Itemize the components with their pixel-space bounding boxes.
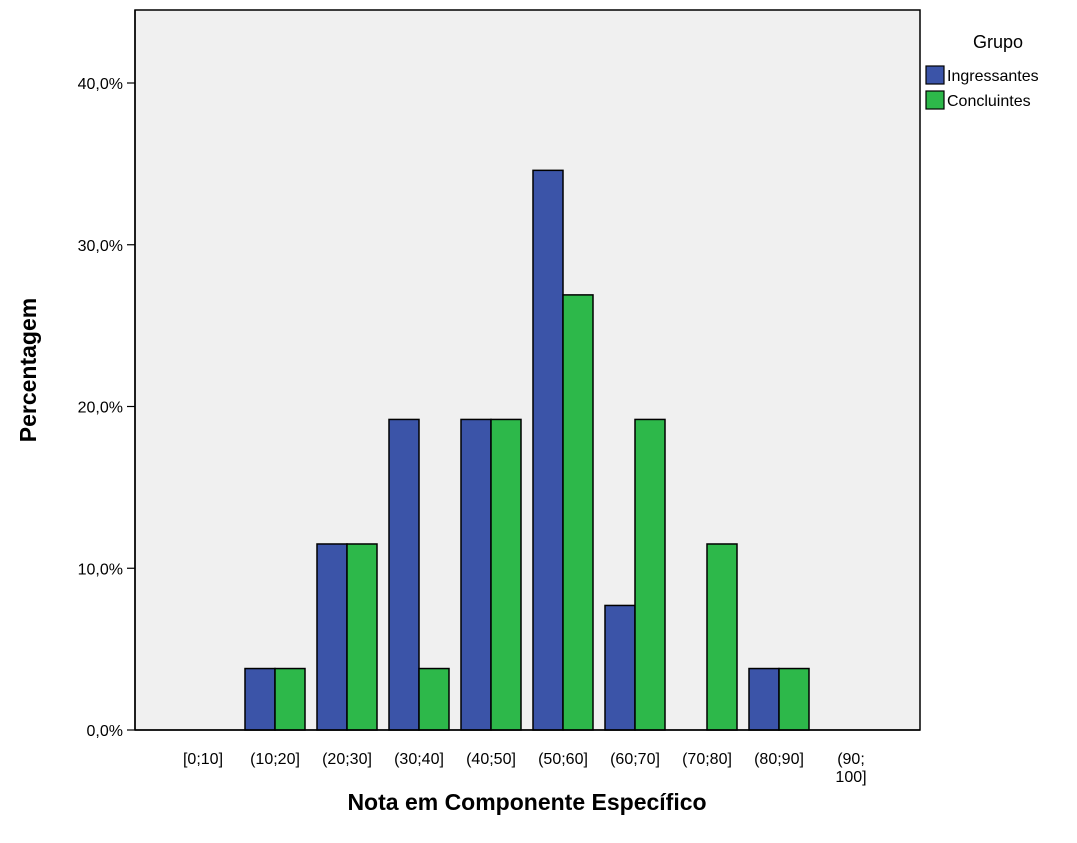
y-axis-title: Percentagem bbox=[15, 298, 41, 442]
y-axis-ticks: 0,0% 10,0% 20,0% 30,0% 40,0% bbox=[78, 76, 135, 740]
x-tick-label: (80;90] bbox=[754, 751, 804, 768]
bar-concluintes-1 bbox=[274, 667, 306, 731]
x-tick-label: (10;20] bbox=[250, 751, 300, 768]
x-tick-label: (20;30] bbox=[322, 751, 372, 768]
x-tick-label: (70;80] bbox=[682, 751, 732, 768]
y-tick-label: 30,0% bbox=[78, 238, 123, 255]
legend-swatch-ingressantes bbox=[925, 65, 945, 85]
legend-title: Grupo bbox=[973, 32, 1023, 52]
y-tick-label: 20,0% bbox=[78, 400, 123, 417]
y-tick-label: 0,0% bbox=[87, 723, 123, 740]
legend-swatch-concluintes bbox=[925, 90, 945, 110]
legend-label-ingressantes: Ingressantes bbox=[947, 68, 1039, 85]
x-axis-title: Nota em Componente Específico bbox=[347, 789, 706, 815]
x-tick-label: (50;60] bbox=[538, 751, 588, 768]
x-tick-label: [0;10] bbox=[183, 751, 223, 768]
x-tick-label: (40;50] bbox=[466, 751, 516, 768]
bar-concluintes-4 bbox=[490, 418, 522, 731]
x-axis-ticks: [0;10] (10;20] (20;30] (30;40] (40;50] (50;60… bbox=[183, 751, 867, 786]
legend-label-concluintes: Concluintes bbox=[947, 93, 1031, 110]
bar-concluintes-5 bbox=[562, 294, 594, 731]
bar-ingressantes-2 bbox=[316, 543, 348, 731]
x-tick-label: (60;70] bbox=[610, 751, 660, 768]
bar-concluintes-6 bbox=[634, 418, 666, 731]
bar-concluintes-7 bbox=[706, 543, 738, 731]
y-tick-label: 40,0% bbox=[78, 76, 123, 93]
x-tick-label: (90; 100] bbox=[835, 751, 866, 786]
y-tick-label: 10,0% bbox=[78, 561, 123, 578]
bar-ingressantes-1 bbox=[244, 667, 276, 731]
x-tick-label: (30;40] bbox=[394, 751, 444, 768]
legend: Grupo Ingressantes Concluintes bbox=[925, 32, 1039, 110]
bar-ingressantes-4 bbox=[460, 418, 492, 731]
bar-ingressantes-6 bbox=[604, 604, 636, 731]
bar-concluintes-8 bbox=[778, 667, 810, 731]
bar-ingressantes-5 bbox=[532, 169, 564, 731]
bar-concluintes-3 bbox=[418, 667, 450, 731]
bar-concluintes-2 bbox=[346, 543, 378, 731]
bar-ingressantes-8 bbox=[748, 667, 780, 731]
plot-area bbox=[134, 9, 921, 731]
bar-ingressantes-3 bbox=[388, 418, 420, 731]
